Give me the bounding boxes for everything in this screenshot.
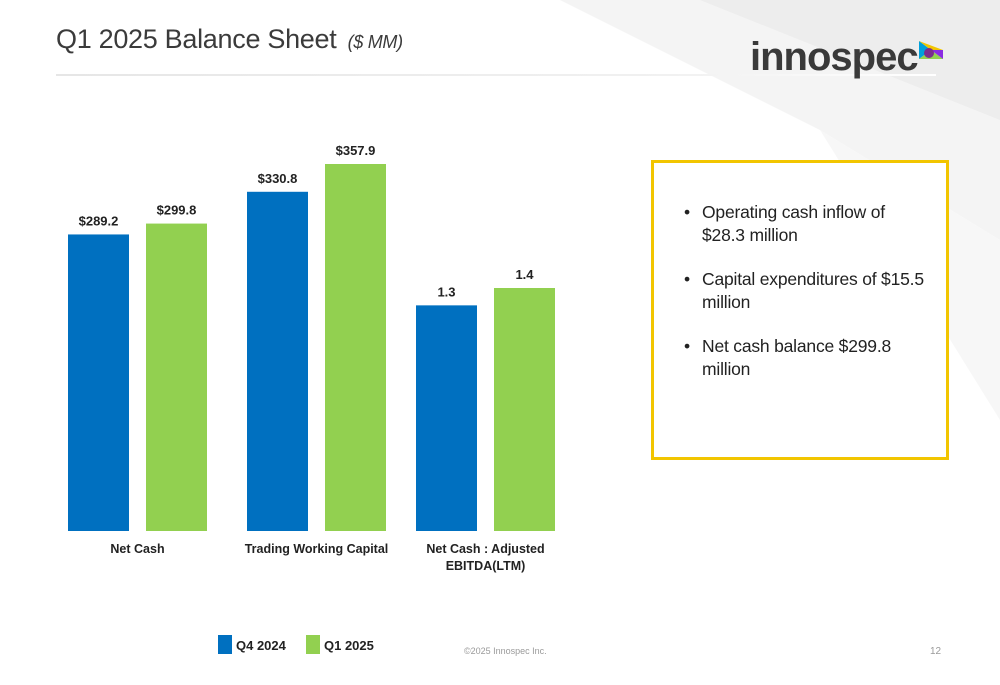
data-label: $357.9 xyxy=(336,143,376,158)
value-labels-layer: $289.2 $299.8 $330.8 $357.9 1.3 1.4 xyxy=(79,143,535,299)
balance-sheet-bar-chart: $289.2 $299.8 $330.8 $357.9 1.3 1.4 Net Cash T… xyxy=(68,143,555,654)
page-title-units: ($ MM) xyxy=(347,32,404,52)
legend-swatch xyxy=(218,635,232,654)
data-label: $330.8 xyxy=(258,171,298,186)
bars-layer xyxy=(68,164,555,531)
bar xyxy=(494,288,555,531)
data-label: $289.2 xyxy=(79,213,119,228)
legend-swatch xyxy=(306,635,320,654)
bar xyxy=(68,234,129,531)
legend-label: Q4 2024 xyxy=(236,638,287,653)
category-label: Trading Working Capital xyxy=(245,542,389,556)
highlight-item: • Net cash balance $299.8 million xyxy=(684,335,926,381)
highlight-text: Operating cash inflow of $28.3 million xyxy=(702,202,885,245)
category-labels-layer: Net Cash Trading Working Capital Net Cash … xyxy=(110,542,544,573)
chart-legend: Q4 2024 Q1 2025 xyxy=(218,635,374,654)
legend-label: Q1 2025 xyxy=(324,638,374,653)
data-label: 1.4 xyxy=(515,267,534,282)
page-title: Q1 2025 Balance Sheet ($ MM) xyxy=(56,24,403,55)
highlight-text: Capital expenditures of $15.5 million xyxy=(702,269,924,312)
triangle-play-logo-icon xyxy=(919,41,943,59)
category-label: Net Cash : Adjusted xyxy=(426,542,544,556)
highlights-list: • Operating cash inflow of $28.3 million … xyxy=(654,163,946,381)
bullet-marker: • xyxy=(684,336,690,356)
innospec-logo-graphic: innospec xyxy=(750,35,943,79)
bar xyxy=(146,223,207,531)
highlight-item: • Operating cash inflow of $28.3 million xyxy=(684,201,926,247)
bar xyxy=(247,191,308,531)
bullet-marker: • xyxy=(684,202,690,222)
copyright-notice: ©2025 Innospec Inc. xyxy=(464,646,547,656)
innospec-logo: innospec xyxy=(748,28,958,89)
logo-wordmark: innospec xyxy=(750,35,918,79)
page-number: 12 xyxy=(930,646,942,657)
data-label: $299.8 xyxy=(157,203,197,218)
bar xyxy=(325,164,386,531)
bullet-marker: • xyxy=(684,269,690,289)
bar xyxy=(416,305,477,531)
data-label: 1.3 xyxy=(437,284,455,299)
highlight-item: • Capital expenditures of $15.5 million xyxy=(684,268,926,314)
page-title-main: Q1 2025 Balance Sheet xyxy=(56,24,337,54)
category-label: Net Cash xyxy=(110,542,164,556)
category-label: EBITDA(LTM) xyxy=(446,559,526,573)
title-divider xyxy=(56,74,936,76)
highlights-callout: • Operating cash inflow of $28.3 million … xyxy=(651,160,949,460)
highlight-text: Net cash balance $299.8 million xyxy=(702,336,892,379)
